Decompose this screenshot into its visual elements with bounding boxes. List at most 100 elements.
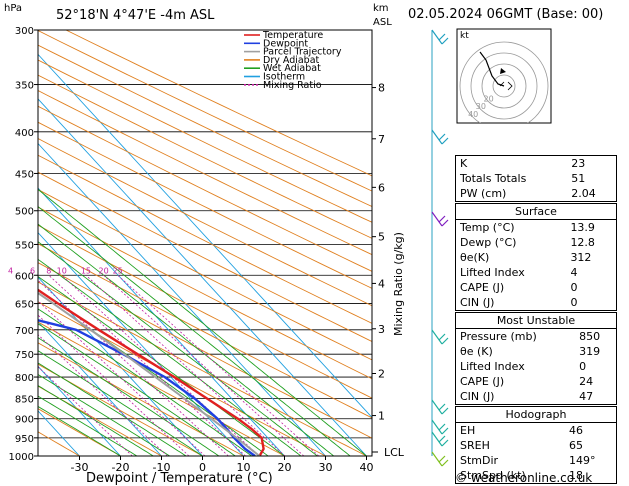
mixing-ratio-label: 6 (30, 266, 35, 275)
wind-barb-staff (431, 29, 443, 45)
pressure-tick-label: 600 (15, 271, 34, 282)
index-label: StmDir (460, 454, 499, 467)
wet-adiabat (38, 385, 154, 456)
wet-adiabat (38, 275, 285, 456)
wet-adiabat (38, 241, 318, 456)
copyright-footer[interactable]: © weatheronline.co.uk (455, 471, 593, 485)
index-value: 2.04 (571, 187, 596, 200)
wind-barb-flag (438, 215, 446, 223)
dry-adiabat (38, 59, 372, 223)
wet-adiabat (38, 405, 121, 456)
x-axis-label: Dewpoint / Temperature (°C) (86, 471, 273, 486)
profile-temperature (38, 288, 265, 456)
surface-row: CIN (J) 0 (456, 295, 617, 311)
index-label: Pressure (mb) (460, 330, 537, 343)
index-label: Lifted Index (460, 360, 525, 373)
datetime-label: 02.05.2024 06GMT (Base: 00) (408, 7, 604, 22)
surface-table: Surface Temp (°C) 13.9 Dewp (°C) 12.8 θe(K… (455, 203, 617, 311)
index-label: θe(K) (460, 251, 490, 264)
mixing-ratio-line (48, 275, 246, 456)
dry-adiabat (38, 30, 372, 192)
wind-barb-flag (441, 459, 449, 467)
mixing-ratio-label: 20 (99, 266, 109, 275)
dry-adiabat (38, 342, 244, 456)
index-label: SREH (460, 439, 490, 452)
hodograph-ring (481, 63, 527, 109)
km-tick-label: 2 (378, 367, 385, 380)
wind-barb (431, 211, 449, 227)
wet-adiabat (38, 206, 351, 456)
dry-adiabat (38, 408, 121, 456)
wet-adiabat (38, 188, 367, 456)
km-tick-label: 6 (378, 181, 385, 194)
mixing-ratio-label: 4 (8, 266, 13, 275)
km-tick-label: 5 (378, 231, 385, 244)
wind-barb-flag (441, 407, 449, 415)
wind-barb-flag (438, 333, 446, 341)
wind-barb-staff (431, 419, 443, 435)
pressure-tick-label: 700 (15, 326, 34, 337)
legend-label: Isotherm (263, 72, 305, 83)
mixing-ratio-label: 25 (113, 266, 123, 275)
index-value: 4 (570, 266, 578, 279)
hodo-row: EH 46 (455, 422, 617, 439)
wind-barb-flag (441, 427, 449, 435)
hodograph-trace (479, 51, 505, 87)
index-label: CAPE (J) (460, 375, 505, 388)
pressure-tick-label: 950 (15, 434, 34, 445)
index-label: Lifted Index (460, 266, 525, 279)
axes: 3003504004505005506006507007508008509009… (9, 26, 374, 474)
surface-row: Dewp (°C) 12.8 (456, 235, 617, 250)
km-tick-label: 8 (378, 82, 385, 95)
legend-label: Mixing Ratio (263, 80, 322, 91)
pressure-tick-label: 450 (15, 169, 34, 180)
profile-lines (38, 288, 265, 456)
index-value: 65 (569, 439, 584, 452)
temperature-tick-label: -10 (153, 461, 171, 474)
hodograph-rings (459, 41, 549, 123)
mixing-ratio-label: 15 (81, 266, 91, 275)
dry-adiabat (38, 44, 372, 208)
index-row-k: K 23 (456, 156, 617, 172)
pressure-tick-label: 750 (15, 350, 34, 361)
km-tick-label: 1 (378, 410, 385, 423)
wind-barb (431, 129, 449, 145)
wind-barb-flag (441, 37, 449, 45)
pressure-tick-label: 350 (15, 81, 34, 92)
pressure-tick-label: 400 (15, 128, 34, 139)
index-label: PW (cm) (460, 187, 507, 200)
mu-row: CAPE (J) 24 (456, 374, 617, 389)
dry-adiabat (38, 281, 367, 456)
hodograph-table: Hodograph EH 46 SREH 65 StmDir 149° StmSpd … (455, 406, 617, 484)
wet-adiabat (38, 395, 138, 456)
surface-row: Temp (°C) 13.9 (455, 219, 617, 236)
surface-row: CAPE (J) 0 (456, 280, 617, 295)
dry-adiabat (38, 189, 372, 361)
location-label: 52°18'N 4°47'E -4m ASL (56, 8, 215, 23)
index-value: 312 (570, 251, 592, 264)
wind-barb-flag (438, 403, 446, 411)
wind-barb-staff (431, 129, 443, 145)
index-value: 0 (570, 296, 578, 309)
wind-barb-staff (431, 211, 443, 227)
wet-adiabat (38, 350, 203, 456)
index-label: θe (K) (460, 345, 493, 358)
km-tick-label: 7 (378, 133, 385, 146)
background-lines (38, 30, 372, 456)
surface-title: Surface (515, 205, 557, 218)
mixing-ratio-line (38, 300, 206, 456)
wind-barb (431, 29, 449, 45)
isotherm (38, 321, 162, 456)
dry-adiabat (65, 30, 372, 177)
wet-adiabat (38, 308, 252, 456)
wind-barb-staff (431, 329, 443, 345)
pressure-tick-label: 900 (15, 415, 34, 426)
index-label: Dewp (°C) (460, 236, 517, 249)
dry-adiabat (38, 262, 372, 439)
hodograph-ring-label: 40 (468, 110, 478, 119)
index-label: CAPE (J) (460, 281, 505, 294)
isotherm (38, 231, 244, 456)
